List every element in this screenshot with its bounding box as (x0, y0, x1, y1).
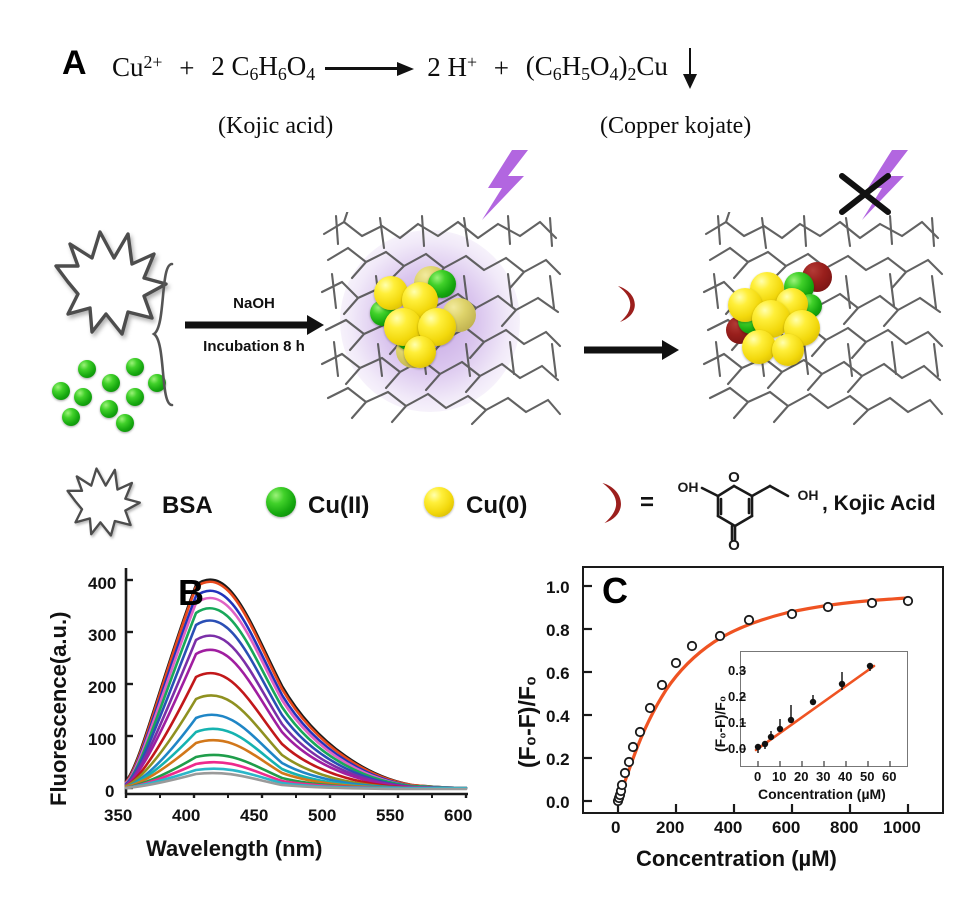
svg-text:O: O (728, 469, 740, 486)
copper-kojate-caption: (Copper kojate) (600, 113, 752, 139)
panel-c-inset-x-axis-title: Concentration (µM) (758, 786, 886, 802)
panel-c-xtick-200: 200 (656, 818, 685, 837)
step1-arrow-icon (185, 315, 325, 335)
panel-label-c: C (602, 570, 628, 611)
panel-c-ytick-0.0: 0.0 (546, 793, 570, 812)
panel-b-xtick-550: 550 (376, 806, 405, 825)
panel-c-inset-ytick-0.1: 0.1 (728, 715, 747, 730)
step1-arrow-label-above: NaOH (233, 295, 275, 312)
step2-arrow-icon (584, 340, 680, 360)
product-copper-kojate: (C6H5O4)2Cu (525, 51, 668, 84)
panel-c-ytick-1.0: 1.0 (546, 578, 570, 597)
panel-c-inset-xtick-10: 10 (772, 769, 787, 784)
equation-plus-1: + (172, 52, 202, 83)
svg-text:OH: OH (678, 479, 699, 495)
reactant-copper-ion: Cu2+ (112, 52, 163, 83)
panel-c-x-axis-title: Concentration (µM) (636, 846, 837, 871)
panel-c-inset-y-axis-title: (F₀-F)/F₀ (712, 695, 728, 752)
panel-c-inset-ytick-0.0: 0.0 (728, 741, 747, 756)
panel-b-ytick-100: 100 (88, 730, 117, 749)
legend-label-cu0: Cu(0) (466, 492, 528, 519)
panel-c-inset-ytick-0.3: 0.3 (728, 663, 747, 678)
panel-c-xtick-400: 400 (714, 818, 743, 837)
panel-c-inset-xtick-40: 40 (838, 769, 853, 784)
legend-label-kojic-acid: , Kojic Acid (822, 492, 936, 515)
panel-c-inset-xtick-30: 30 (816, 769, 831, 784)
legend-equals-sign: = (640, 489, 655, 516)
panel-c-plot (584, 584, 914, 812)
green-sphere-icon-legend (266, 487, 296, 517)
panel-c-inset-ytick-0.2: 0.2 (728, 689, 747, 704)
bsa-mesh-right (700, 212, 944, 430)
panel-b-ytick-300: 300 (88, 626, 117, 645)
legend-label-cu2: Cu(II) (308, 492, 370, 519)
reactant-kojic-acid: 2 C6H6O4 (211, 51, 316, 84)
panel-b-xtick-350: 350 (104, 806, 133, 825)
bsa-mesh-middle (318, 212, 562, 430)
panel-c-inset-xtick-50: 50 (860, 769, 875, 784)
panel-b-x-axis-title: Wavelength (nm) (146, 836, 323, 861)
panel-c-xtick-600: 600 (772, 818, 801, 837)
quench-cross-icon (839, 173, 891, 215)
panel-c-inset-frame (740, 651, 908, 767)
yellow-sphere-icon-legend (424, 487, 454, 517)
panel-c-inset-plot (740, 662, 891, 767)
panel-c-ytick-0.2: 0.2 (546, 750, 570, 769)
precipitate-arrow-icon (682, 48, 698, 89)
panel-c-xtick-1000: 1000 (883, 818, 921, 837)
panel-c-ytick-0.4: 0.4 (546, 707, 570, 726)
panel-c-ytick-0.8: 0.8 (546, 621, 570, 640)
product-proton: 2 H+ (427, 52, 477, 83)
panel-b-xtick-400: 400 (172, 806, 201, 825)
panel-label-a: A (62, 44, 87, 82)
kojic-acid-structure-icon: O O OH OH (678, 469, 819, 550)
kojic-acid-crescent-icon-step2 (618, 286, 635, 322)
panel-b-ytick-400: 400 (88, 574, 117, 593)
kojic-crescent-icon-legend (602, 482, 621, 524)
legend-label-bsa: BSA (162, 492, 213, 519)
panel-b-y-axis-title: Fluorescence(a.u.) (46, 611, 71, 806)
panel-b-xtick-600: 600 (444, 806, 473, 825)
equation-plus-2: + (486, 52, 516, 83)
panel-c-xtick-800: 800 (830, 818, 859, 837)
panel-label-b: B (178, 572, 204, 613)
panel-b-xtick-500: 500 (308, 806, 337, 825)
panel-b-ytick-200: 200 (88, 678, 117, 697)
cu2-ion-group-left (48, 352, 176, 432)
panel-c-inset-xtick-60: 60 (882, 769, 897, 784)
panel-b-ytick-0: 0 (105, 782, 115, 801)
reaction-arrow-icon (325, 61, 417, 76)
panel-b-plot (124, 568, 468, 798)
panel-c-ytick-0.6: 0.6 (546, 664, 570, 683)
panel-c-inset-xtick-0: 0 (754, 769, 762, 784)
bsa-blob-left (54, 230, 168, 336)
grouping-brace-icon (151, 262, 174, 407)
panel-b-xtick-450: 450 (240, 806, 269, 825)
svg-text:O: O (728, 537, 740, 550)
reaction-equation: Cu2+ + 2 C6H6O4 2 H+ + (C6H5O4)2Cu (112, 48, 698, 89)
kojic-acid-caption: (Kojic acid) (218, 113, 334, 139)
fluorescence-bolt-icon-middle (482, 150, 528, 220)
panel-c-y-axis-title: (F₀-F)/F₀ (514, 675, 540, 768)
step1-arrow-label-below: Incubation 8 h (203, 338, 305, 355)
panel-c-inset-xtick-20: 20 (794, 769, 809, 784)
cu-nanocluster-right (726, 258, 858, 374)
cu-nanocluster-middle (368, 264, 496, 376)
bsa-blob-icon-legend (66, 467, 141, 537)
svg-text:OH: OH (798, 487, 819, 503)
panel-c-xtick-0: 0 (611, 818, 621, 837)
